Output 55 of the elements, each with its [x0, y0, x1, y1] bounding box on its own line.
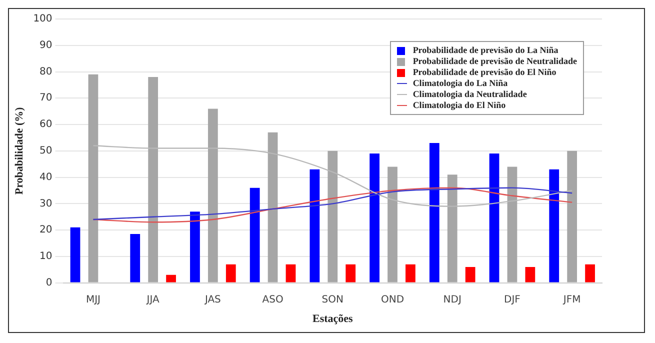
bar: [250, 188, 260, 282]
bar: [429, 142, 440, 282]
y-tick-label: 20: [40, 224, 52, 236]
y-tick-label: 30: [40, 198, 52, 210]
bar: [166, 274, 176, 282]
bar: [489, 154, 500, 282]
x-tick-label: SON: [322, 294, 344, 306]
bar: [406, 264, 416, 282]
x-tick-label: NDJ: [443, 294, 462, 306]
legend-label: Climatologia do El Niño: [412, 100, 506, 111]
bar: [88, 74, 98, 282]
bar: [370, 154, 380, 282]
y-tick-label: 0: [46, 277, 52, 288]
legend-label: Probabilidade de previsão do La Niña: [412, 45, 558, 56]
y-tick-label: 70: [40, 92, 52, 104]
y-tick-label: 80: [40, 66, 52, 78]
legend-label: Probabilidade de previsão do El Niño: [412, 67, 556, 78]
y-tick-label: 100: [33, 14, 52, 25]
bar: [130, 234, 140, 282]
bar: [286, 264, 296, 282]
y-tick-label: 10: [40, 251, 52, 262]
bar: [465, 266, 476, 282]
bar: [226, 264, 236, 282]
bar: [585, 264, 595, 282]
legend-label: Climatologia da Neutralidade: [412, 89, 527, 100]
x-tick-label: JJA: [146, 294, 160, 306]
y-tick-label: 40: [40, 172, 52, 183]
x-tick-label: MJJ: [86, 294, 100, 306]
y-tick-label: 50: [40, 145, 52, 156]
bar: [447, 174, 458, 282]
y-axis-title: Probabilidade (%): [13, 106, 26, 195]
x-tick-label: JFM: [562, 294, 581, 306]
bar: [310, 169, 320, 282]
bar: [567, 150, 578, 282]
legend-label: Probabilidade de previsão de Neutralidade: [412, 56, 577, 67]
bar: [268, 132, 278, 282]
y-tick-label: 60: [40, 119, 52, 130]
x-tick-label: ASO: [262, 294, 284, 306]
bar: [148, 77, 158, 282]
bar: [346, 264, 356, 282]
x-tick-label: JAS: [204, 294, 221, 306]
bar: [70, 227, 80, 282]
bar: [549, 169, 560, 282]
bar: [525, 266, 536, 282]
bar: [208, 108, 218, 282]
line-series: [92, 145, 573, 207]
bar: [507, 166, 518, 282]
bar: [388, 166, 398, 282]
y-tick-label: 90: [40, 40, 52, 51]
bar: [190, 212, 200, 282]
x-tick-label: OND: [380, 294, 404, 306]
x-axis-title: Estações: [312, 313, 354, 326]
x-tick-label: DJF: [504, 294, 521, 306]
legend-label: Climatologia do La Niña: [412, 78, 508, 89]
bar: [328, 150, 338, 282]
